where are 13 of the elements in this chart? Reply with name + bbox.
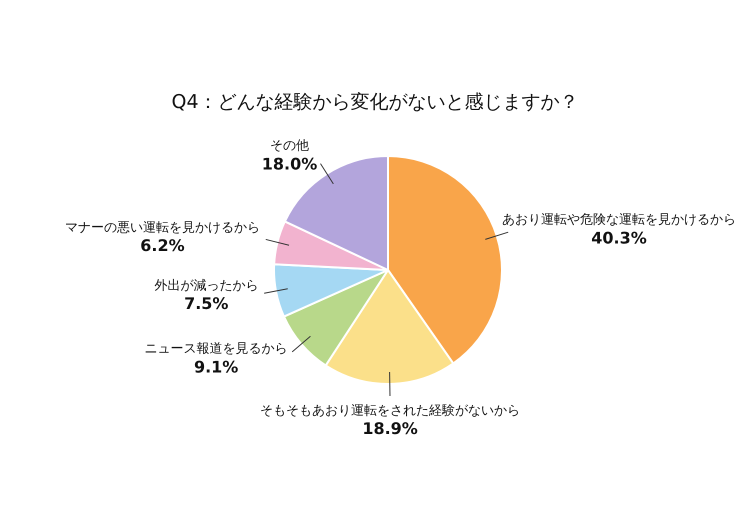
- slice-label: 外出が減ったから: [154, 278, 258, 294]
- data-label: 9.1%: [194, 357, 238, 376]
- slice-label: その他: [270, 138, 310, 154]
- data-label: 7.5%: [184, 294, 228, 314]
- slice-label: あおり運転や危険な運転を見かけるから: [502, 212, 736, 228]
- data-label: 18.9%: [362, 419, 418, 438]
- data-label: 40.3%: [591, 228, 647, 248]
- data-label: 18.0%: [262, 154, 318, 174]
- slice-label: ニュース報道を見るから: [144, 342, 288, 357]
- chart-title: Q4：どんな経験から変化がないと感じますか？: [171, 90, 579, 113]
- slice-label: そもそもあおり運転をされた経験がないから: [260, 403, 520, 418]
- data-label: 6.2%: [140, 236, 185, 256]
- slice-label: マナーの悪い運転を見かけるから: [64, 220, 260, 236]
